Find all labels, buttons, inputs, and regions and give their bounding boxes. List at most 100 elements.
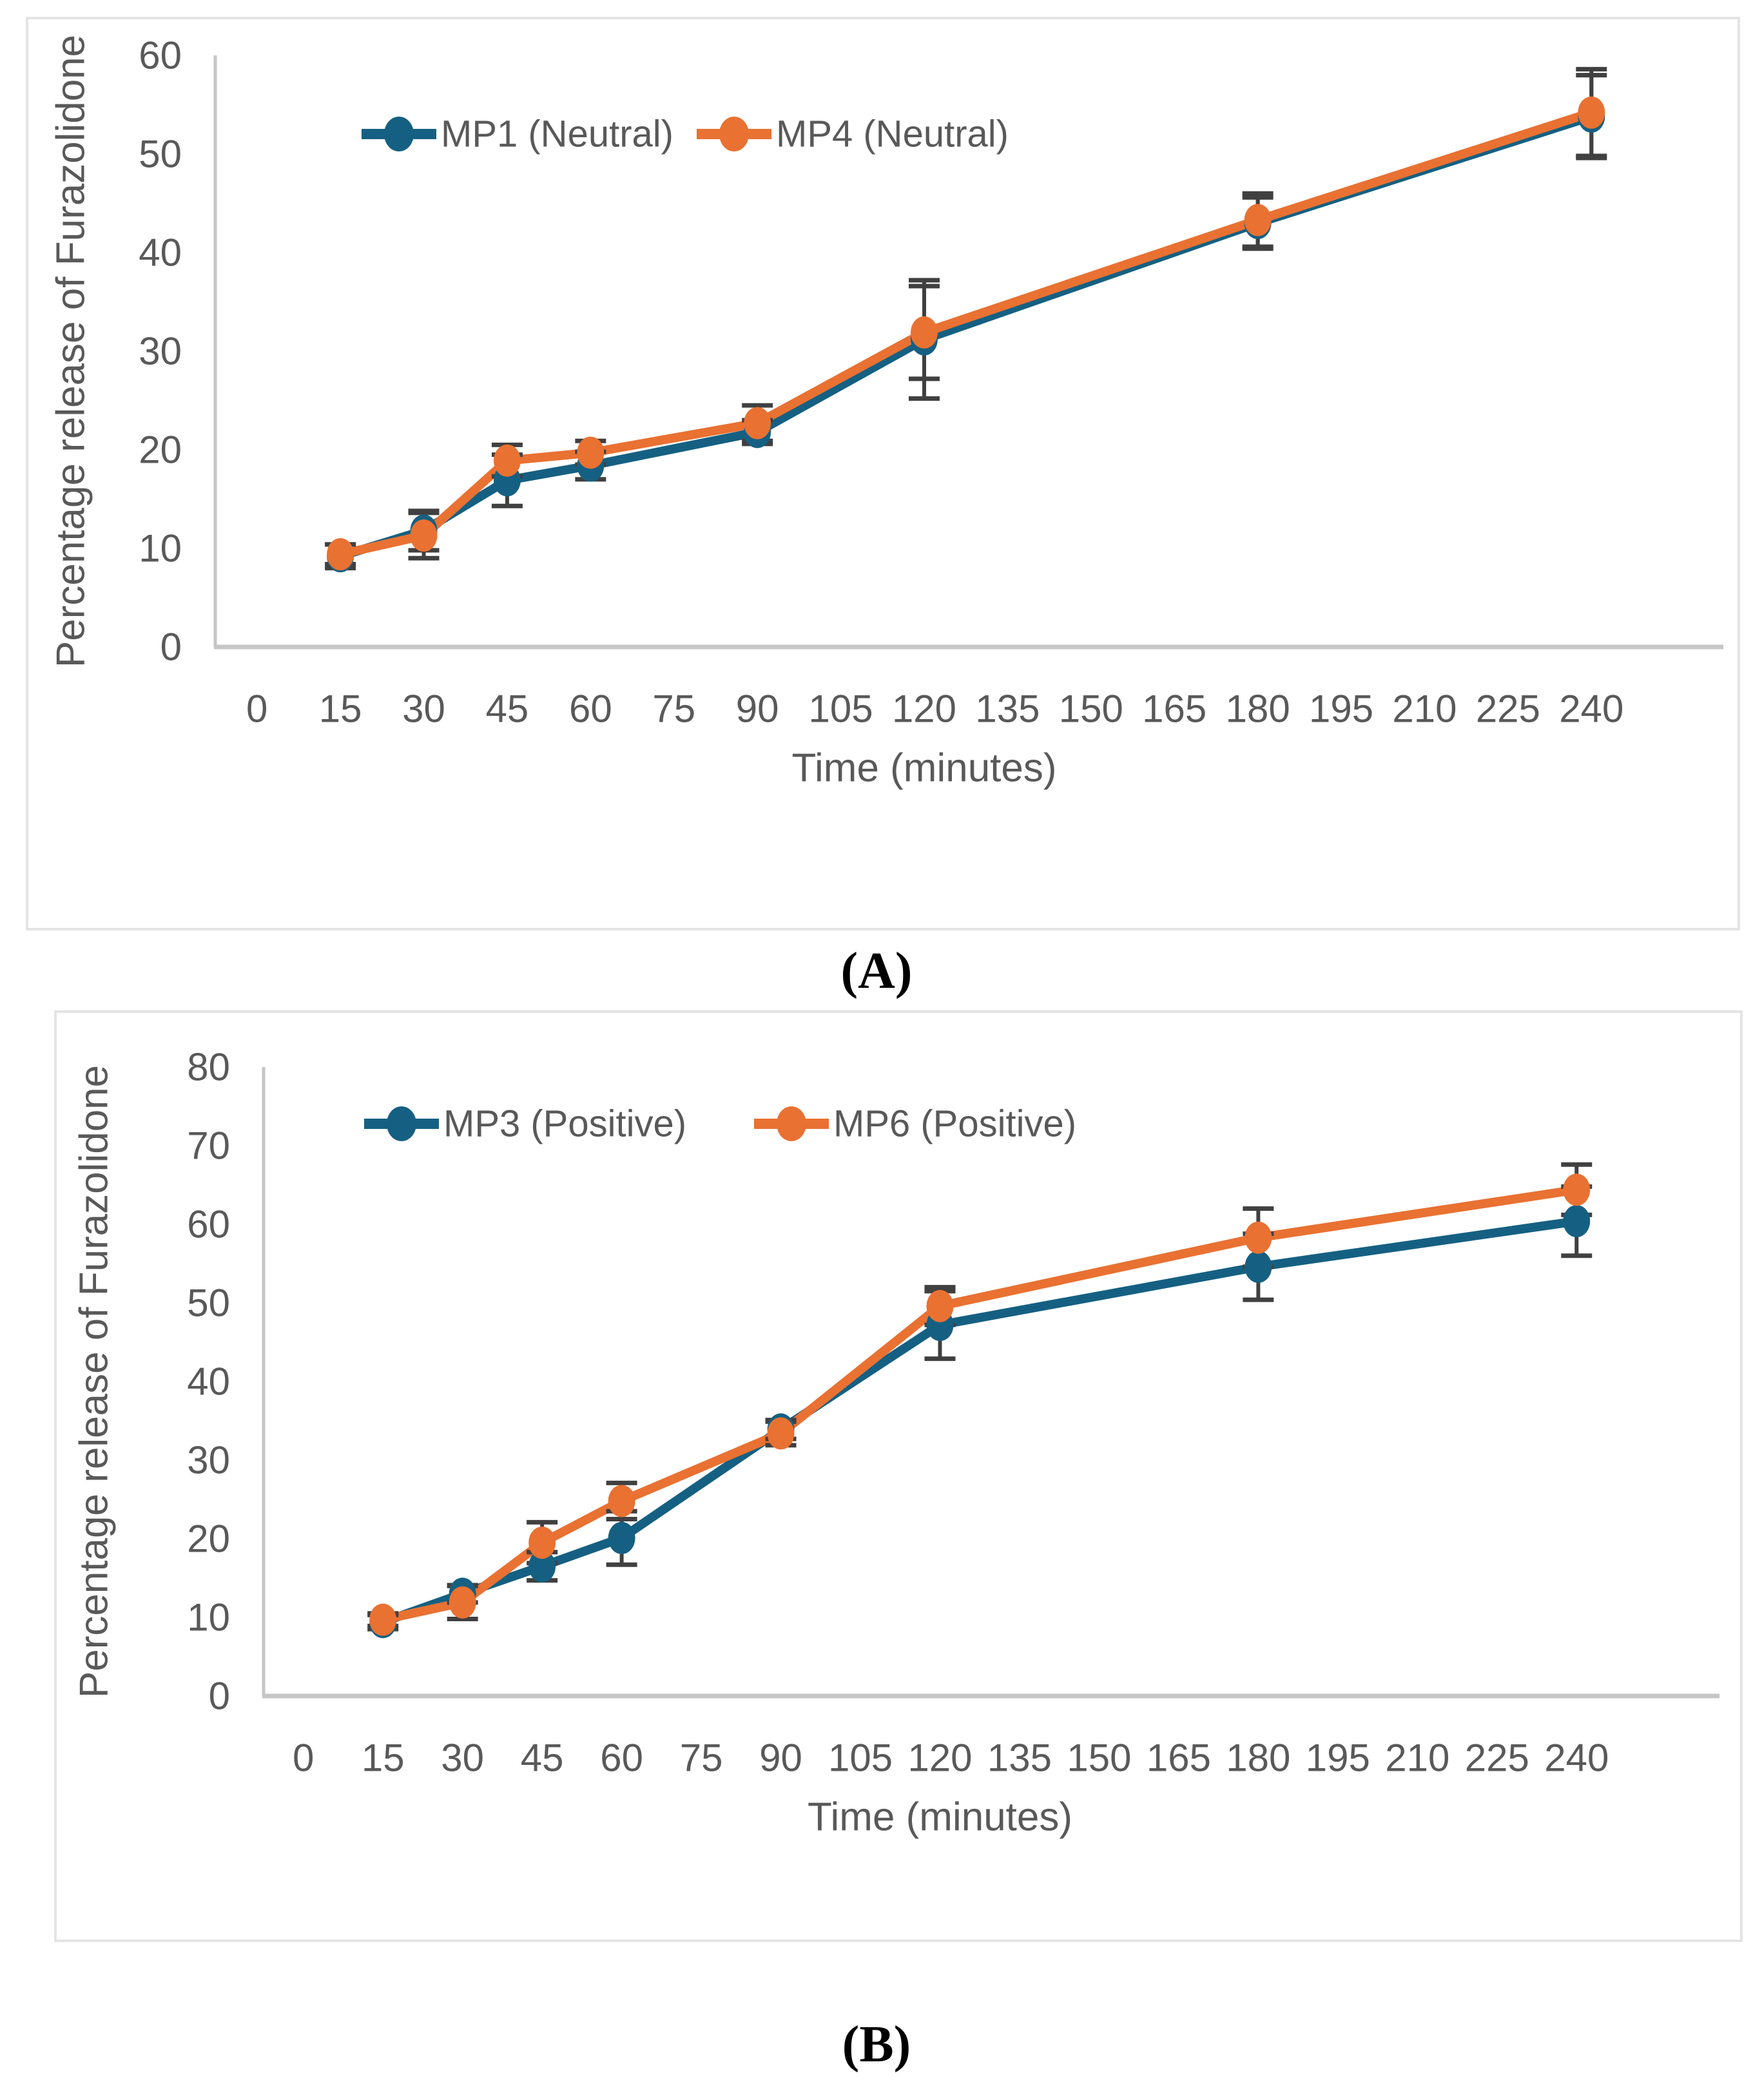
data-point-marker — [767, 1417, 795, 1450]
x-tick-label: 195 — [1306, 1737, 1370, 1780]
x-tick-label: 180 — [1226, 688, 1290, 731]
data-point-marker — [493, 444, 521, 477]
y-tick-label: 20 — [139, 429, 182, 472]
data-point-marker — [744, 407, 771, 439]
x-tick-label: 30 — [441, 1737, 484, 1780]
x-tick-label: 90 — [759, 1737, 802, 1780]
series-polyline — [336, 108, 1596, 559]
x-tick-label: 240 — [1544, 1737, 1609, 1780]
legend-marker-icon — [387, 1106, 416, 1141]
axes — [213, 55, 1723, 650]
legend-item-mp6-positive-: MP6 (Positive) — [754, 1103, 1076, 1145]
y-tick-label: 50 — [187, 1282, 230, 1325]
x-tick-label: 75 — [652, 688, 695, 731]
data-point-marker — [1245, 1221, 1272, 1254]
y-tick-label: 30 — [187, 1439, 230, 1482]
panel-a: 0 10 20 30 40 50 60 0 15 30 45 60 75 90 105 120 135 150 16… — [26, 17, 1740, 930]
y-tick-label: 20 — [187, 1517, 230, 1561]
x-tick-label: 120 — [907, 1737, 972, 1780]
x-tick-label: 105 — [809, 688, 873, 731]
y-tick-label: 60 — [139, 34, 182, 77]
x-tick-label: 45 — [521, 1737, 564, 1780]
y-axis-title: Percentage release of Furazolidone — [49, 35, 93, 668]
legend: MP1 (Neutral) MP4 (Neutral) — [362, 113, 1009, 155]
legend-label: MP4 (Neutral) — [776, 113, 1009, 155]
x-tick-label: 210 — [1385, 1737, 1449, 1780]
x-tick-label: 0 — [293, 1737, 314, 1780]
y-tick-label: 10 — [139, 527, 182, 570]
data-point-marker — [1244, 204, 1272, 236]
y-tick-label: 0 — [209, 1675, 230, 1718]
series-line-mp3-positive- — [378, 1217, 1582, 1627]
x-tick-label: 90 — [736, 688, 779, 731]
y-tick-label: 60 — [187, 1203, 230, 1246]
caption-b: (B) — [842, 2016, 911, 2073]
series-markers-mp6-positive- — [369, 1173, 1591, 1636]
y-tick-labels: 0 10 20 30 40 50 60 70 80 — [187, 1046, 230, 1718]
data-point-marker — [577, 436, 605, 469]
x-tick-label: 135 — [975, 688, 1040, 731]
y-axis-title: Percentage release of Furazolidone — [72, 1065, 117, 1698]
data-point-marker — [608, 1485, 635, 1517]
y-tick-label: 40 — [187, 1360, 230, 1403]
y-tick-label: 70 — [187, 1124, 230, 1168]
legend-label: MP1 (Neutral) — [441, 113, 673, 155]
data-point-marker — [1563, 1205, 1591, 1238]
x-tick-label: 0 — [246, 688, 267, 731]
series-line-mp4-neutral- — [336, 108, 1596, 559]
x-tick-label: 210 — [1392, 688, 1457, 731]
y-tick-label: 10 — [187, 1596, 230, 1639]
x-tick-labels: 0 15 30 45 60 75 90 105 120 135 150 165 180 195 210 225… — [246, 688, 1623, 731]
chart-a-svg: 0 10 20 30 40 50 60 0 15 30 45 60 75 90 105 120 135 150 16… — [49, 34, 1723, 791]
y-tick-label: 0 — [160, 626, 182, 669]
x-tick-label: 60 — [569, 688, 612, 731]
legend-item-mp3-positive-: MP3 (Positive) — [364, 1103, 686, 1145]
data-point-marker — [911, 316, 938, 349]
x-tick-label: 135 — [987, 1737, 1052, 1780]
series-markers-mp4-neutral- — [327, 96, 1605, 571]
data-point-marker — [1245, 1250, 1272, 1283]
legend-label: MP3 (Positive) — [443, 1103, 686, 1145]
x-tick-label: 30 — [402, 688, 445, 731]
x-tick-label: 225 — [1476, 688, 1540, 731]
y-tick-labels: 0 10 20 30 40 50 60 — [139, 34, 182, 669]
x-tick-label: 150 — [1059, 688, 1123, 731]
data-point-marker — [528, 1527, 556, 1559]
x-tick-label: 165 — [1147, 1737, 1211, 1780]
x-tick-label: 120 — [892, 688, 956, 731]
legend-item-mp1-neutral-: MP1 (Neutral) — [362, 113, 673, 155]
data-point-marker — [410, 519, 438, 552]
x-tick-label: 15 — [362, 1737, 405, 1780]
x-tick-label: 165 — [1142, 688, 1206, 731]
data-point-marker — [608, 1521, 635, 1554]
axes — [262, 1067, 1719, 1699]
data-point-marker — [327, 538, 354, 571]
series-polyline — [336, 111, 1596, 561]
x-tick-label: 105 — [828, 1737, 893, 1780]
x-tick-label: 150 — [1067, 1737, 1131, 1780]
chart-b-svg: 0 10 20 30 40 50 60 70 80 0 15 30 45 60 75 90 105 120 135 1… — [72, 1046, 1719, 1840]
data-point-marker — [926, 1289, 954, 1322]
x-axis-title: Time (minutes) — [808, 1795, 1072, 1840]
legend-marker-icon — [719, 117, 749, 151]
x-tick-label: 45 — [486, 688, 529, 731]
legend-marker-icon — [384, 117, 414, 151]
x-tick-label: 15 — [319, 688, 362, 731]
x-tick-label: 240 — [1559, 688, 1623, 731]
y-tick-label: 80 — [187, 1046, 230, 1089]
caption-a: (A) — [840, 943, 913, 999]
data-point-marker — [1578, 96, 1605, 129]
panel-b: 0 10 20 30 40 50 60 70 80 0 15 30 45 60 75 90 105 120 135 1… — [54, 1010, 1743, 1942]
data-point-marker — [369, 1603, 397, 1636]
series-polyline — [378, 1217, 1582, 1627]
x-axis-title: Time (minutes) — [791, 746, 1056, 791]
series-line-mp1-neutral- — [336, 111, 1596, 561]
series-markers-mp3-positive- — [369, 1205, 1591, 1639]
data-point-marker — [528, 1550, 556, 1583]
legend-label: MP6 (Positive) — [833, 1103, 1076, 1145]
y-tick-label: 30 — [139, 330, 182, 373]
x-tick-labels: 0 15 30 45 60 75 90 105 120 135 150 165 180 195 210 225… — [293, 1737, 1609, 1780]
y-tick-label: 50 — [139, 133, 182, 176]
data-point-marker — [449, 1586, 476, 1619]
x-tick-label: 180 — [1226, 1737, 1290, 1780]
